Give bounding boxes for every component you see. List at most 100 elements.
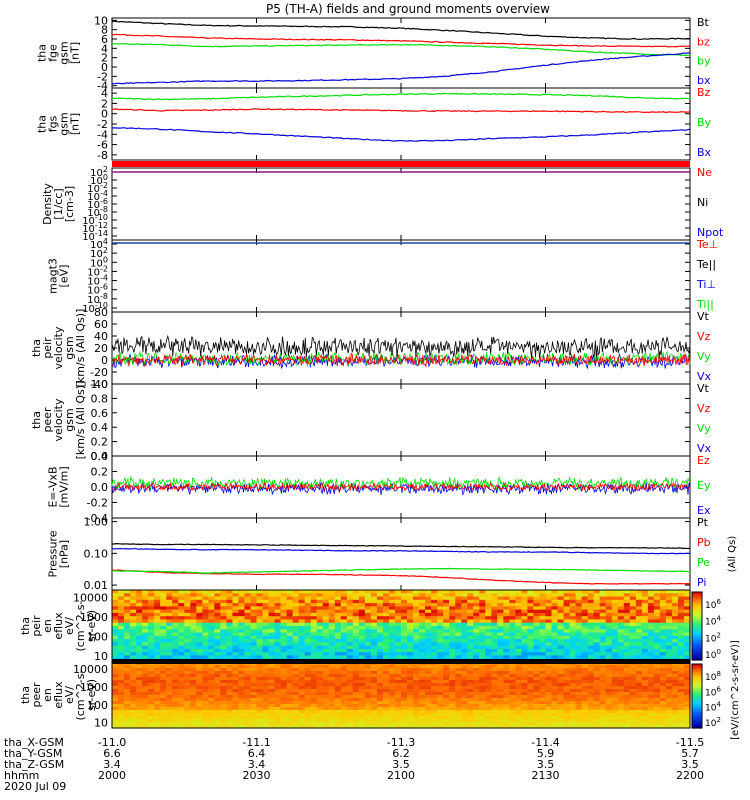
heatmap-cell <box>142 599 149 604</box>
heatmap-cell <box>370 689 378 693</box>
heatmap-cell <box>587 710 595 714</box>
legend-label-npot: Npot <box>697 226 724 239</box>
heatmap-cell <box>473 593 480 598</box>
heatmap-cell <box>178 725 185 729</box>
heatmap-cell <box>641 612 649 617</box>
heatmap-cell <box>286 645 294 650</box>
heatmap-cell <box>545 680 553 684</box>
heatmap-cell <box>521 645 529 650</box>
heatmap-cell <box>623 692 631 696</box>
heatmap-cell <box>521 642 529 647</box>
heatmap-cell <box>148 686 155 690</box>
heatmap-cell <box>413 686 420 690</box>
heatmap-cell <box>322 707 330 711</box>
heatmap-cell <box>671 635 679 640</box>
heatmap-cell <box>178 606 185 611</box>
heatmap-cell <box>244 599 252 604</box>
heatmap-cell <box>238 713 246 717</box>
heatmap-cell <box>268 707 276 711</box>
heatmap-cell <box>310 686 318 690</box>
heatmap-cell <box>340 642 348 647</box>
heatmap-cell <box>160 639 167 643</box>
heatmap-cell <box>394 683 402 687</box>
heatmap-cell <box>659 616 667 621</box>
heatmap-cell <box>515 635 523 640</box>
heatmap-cell <box>677 677 685 681</box>
heatmap-cell <box>473 642 480 647</box>
heatmap-cell <box>346 701 354 705</box>
heatmap-cell <box>527 648 535 653</box>
heatmap-cell <box>340 701 348 705</box>
heatmap-cell <box>629 716 637 720</box>
colorbar-frame <box>691 663 703 729</box>
heatmap-cell <box>485 632 492 637</box>
heatmap-cell <box>208 622 215 627</box>
heatmap-cell <box>575 629 583 634</box>
heatmap-cell <box>497 692 504 696</box>
heatmap-cell <box>238 590 246 594</box>
heatmap-cell <box>178 701 185 705</box>
heatmap-cell <box>124 652 131 657</box>
heatmap-cell <box>250 655 258 660</box>
heatmap-cell <box>629 596 637 601</box>
heatmap-cell <box>298 619 306 624</box>
heatmap-cell <box>593 665 601 669</box>
heatmap-cell <box>226 707 234 711</box>
heatmap-cell <box>226 680 234 684</box>
heatmap-cell <box>587 642 595 647</box>
heatmap-cell <box>364 648 372 653</box>
heatmap-cell <box>172 626 179 630</box>
heatmap-cell <box>376 689 384 693</box>
heatmap-cell <box>485 612 492 617</box>
heatmap-cell <box>497 626 504 630</box>
heatmap-cell <box>286 665 294 669</box>
heatmap-cell <box>503 698 510 702</box>
heatmap-cell <box>346 645 354 650</box>
heatmap-cell <box>467 612 474 617</box>
heatmap-cell <box>431 689 438 693</box>
heatmap-cell <box>677 695 685 699</box>
heatmap-cell <box>130 632 137 637</box>
heatmap-cell <box>346 619 354 624</box>
heatmap-cell <box>286 609 294 614</box>
heatmap-cell <box>491 606 498 611</box>
heatmap-cell <box>629 645 637 650</box>
heatmap-cell <box>497 590 504 594</box>
heatmap-cell <box>599 596 607 601</box>
heatmap-cell <box>268 686 276 690</box>
heatmap-cell <box>232 713 240 717</box>
heatmap-cell <box>232 677 240 681</box>
heatmap-cell <box>142 695 149 699</box>
heatmap-cell <box>569 680 577 684</box>
heatmap-cell <box>148 716 155 720</box>
heatmap-cell <box>232 596 240 601</box>
heatmap-cell <box>214 713 221 717</box>
heatmap-cell <box>401 590 408 594</box>
heatmap-cell <box>431 674 438 678</box>
heatmap-cell <box>533 593 541 598</box>
y-tick-label: 10 <box>94 14 108 27</box>
heatmap-cell <box>208 722 215 726</box>
heatmap-cell <box>130 622 137 627</box>
heatmap-cell <box>581 629 589 634</box>
heatmap-cell <box>509 674 516 678</box>
heatmap-cell <box>455 722 462 726</box>
heatmap-cell <box>322 622 330 627</box>
heatmap-cell <box>346 655 354 660</box>
heatmap-cell <box>142 619 149 624</box>
heatmap-cell <box>599 632 607 637</box>
heatmap-cell <box>467 674 474 678</box>
heatmap-cell <box>437 698 444 702</box>
heatmap-cell <box>154 695 161 699</box>
heatmap-cell <box>509 713 516 717</box>
heatmap-cell <box>401 639 408 643</box>
heatmap-cell <box>130 677 137 681</box>
heatmap-cell <box>370 652 378 657</box>
heatmap-cell <box>479 626 486 630</box>
heatmap-cell <box>244 593 252 598</box>
colorbar-cell <box>692 699 702 702</box>
heatmap-cell <box>437 639 444 643</box>
heatmap-cell <box>154 629 161 634</box>
heatmap-cell <box>461 665 468 669</box>
heatmap-cell <box>262 609 270 614</box>
